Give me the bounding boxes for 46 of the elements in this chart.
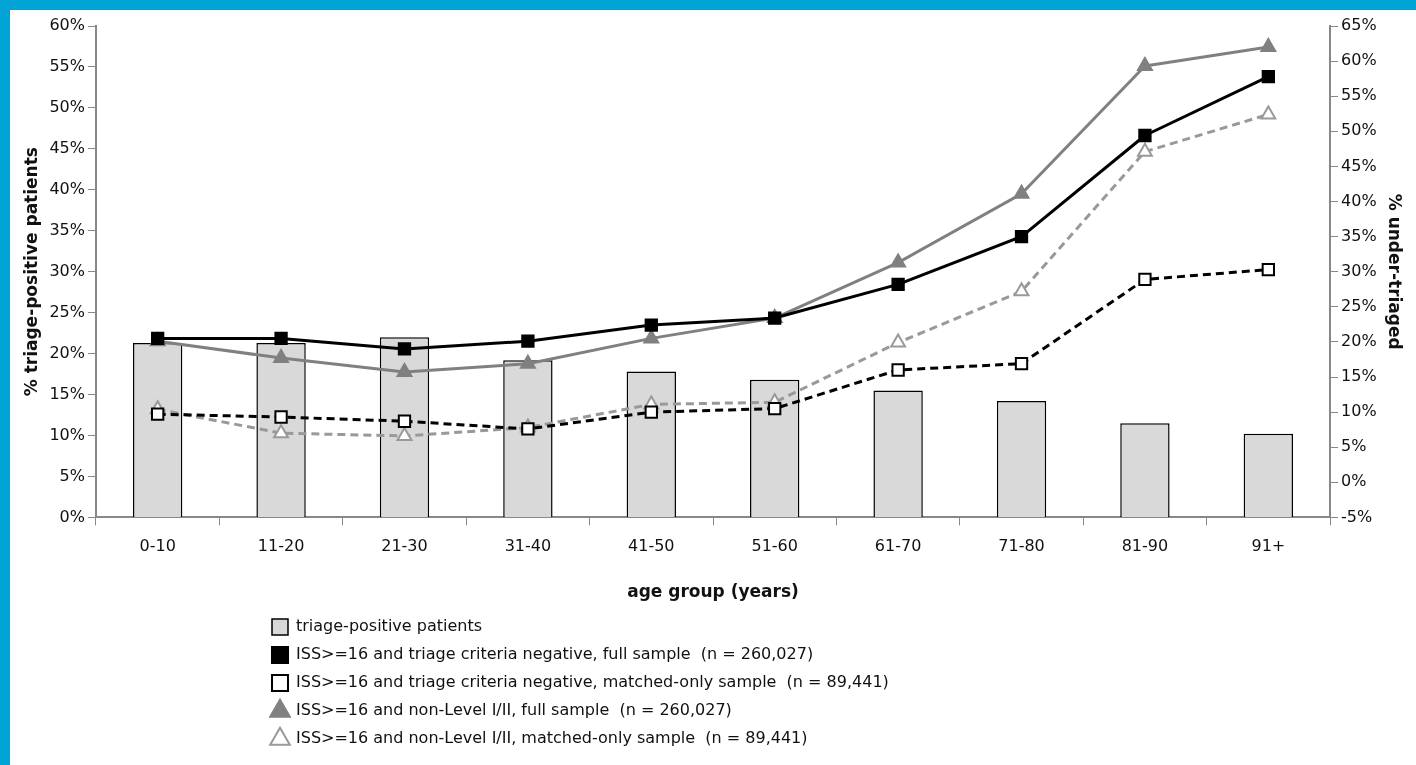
y2-tick-label: 35% (1341, 225, 1377, 245)
y2-tick-label: 30% (1341, 260, 1377, 280)
y-tick-label: 40% (49, 178, 85, 198)
y2-tick-label: 15% (1341, 366, 1377, 386)
x-tick-label: 51-60 (751, 536, 798, 556)
y2-tick-label: 55% (1341, 85, 1377, 105)
x-axis-title: age group (years) (627, 581, 799, 602)
x-tick-label: 81-90 (1121, 536, 1169, 556)
y2-tick-label: 0% (1341, 471, 1367, 491)
y-tick-label: 50% (49, 97, 85, 117)
y2-tick-label: -5% (1341, 506, 1373, 526)
x-tick-label: 61-70 (874, 536, 922, 556)
y2-tick-label: 50% (1341, 120, 1377, 140)
y2-tick-label: 25% (1341, 295, 1377, 315)
y-tick-label: 60% (49, 15, 85, 35)
legend-label: triage-positive patients (296, 616, 482, 636)
y2-tick-label: 10% (1341, 401, 1377, 421)
y2-tick-label: 40% (1341, 190, 1377, 210)
y-tick-label: 55% (49, 56, 85, 76)
y-tick-label: 35% (49, 219, 85, 239)
y-tick-label: 0% (59, 506, 85, 526)
y-tick-label: 30% (49, 260, 85, 280)
y2-tick-label: 60% (1341, 50, 1377, 70)
y-tick-label: 45% (49, 138, 85, 158)
x-tick-label: 91+ (1251, 536, 1286, 556)
x-tick-label: 31-40 (504, 536, 552, 556)
legend-label: ISS>=16 and triage criteria negative, matched-only sample (n = 89,441) (296, 672, 889, 692)
legend-label: ISS>=16 and triage criteria negative, full sample (n = 260,027) (296, 644, 814, 664)
y-tick-label: 15% (49, 383, 85, 403)
y2-tick-label: 5% (1341, 436, 1367, 456)
y2-tick-label: 45% (1341, 155, 1377, 175)
legend-label: ISS>=16 and non-Level I/II, matched-only sample (n = 89,441) (296, 728, 808, 748)
y2-tick-label: 20% (1341, 331, 1377, 351)
legend-label: ISS>=16 and non-Level I/II, full sample (n = 260,027) (296, 700, 732, 720)
y-tick-label: 10% (49, 424, 85, 444)
x-tick-label: 71-80 (998, 536, 1045, 556)
x-tick-label: 41-50 (628, 536, 675, 556)
y2-axis-title: % under-triaged (1385, 193, 1406, 350)
y-tick-label: 20% (49, 342, 85, 362)
y-tick-label: 5% (59, 465, 85, 485)
y2-tick-label: 65% (1341, 15, 1377, 35)
x-tick-label: 0-10 (139, 536, 176, 556)
y-axis-title: % triage-positive patients (20, 147, 41, 397)
x-tick-label: 11-20 (257, 536, 305, 556)
x-tick-label: 21-30 (381, 536, 428, 556)
y-tick-label: 25% (49, 301, 85, 321)
